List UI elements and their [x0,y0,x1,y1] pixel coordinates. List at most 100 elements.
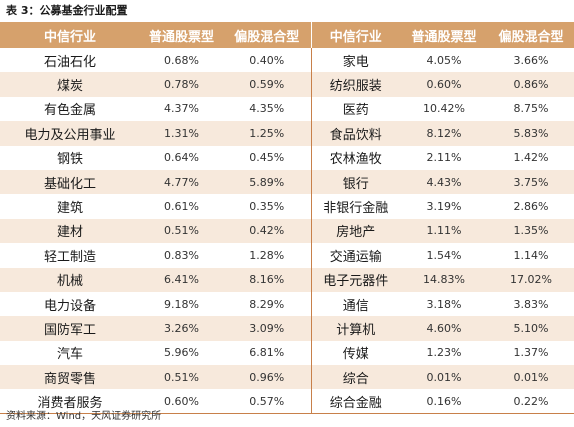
industry-right-cell: 农林渔牧 [310,145,400,170]
industry-right-cell: 银行 [310,169,400,195]
column-header-mixed-left: 偏股混合型 [234,29,300,45]
table-row: 消费者服务 0.60% 0.57% 综合金融 0.16% 0.22% [0,389,574,414]
stock-right-cell: 2.11% [426,151,462,165]
mixed-right-cell: 3.75% [513,175,549,189]
stock-right-cell: 4.43% [426,175,462,189]
mixed-left-cell: 1.25% [249,126,285,140]
mixed-right-cell: 1.35% [513,224,549,238]
table-row: 电力及公用事业 1.31% 1.25% 食品饮料 8.12% 5.83% [0,121,574,146]
table-row: 石油石化 0.68% 0.40% 家电 4.05% 3.66% [0,48,574,73]
table-row: 建筑 0.61% 0.35% 非银行金融 3.19% 2.86% [0,194,574,219]
industry-right-cell: 纺织服装 [310,72,400,97]
industry-left-cell: 消费者服务 [37,395,103,411]
stock-left-cell: 0.60% [164,394,199,408]
stock-right-cell: 1.23% [426,346,462,360]
stock-left-cell: 5.96% [164,346,199,360]
industry-left-cell: 汽车 [56,347,83,363]
mixed-right-cell: 8.75% [513,102,549,116]
source-note: 资料来源：Wind，天风证券研究所 [6,411,162,422]
industry-right-cell: 房地产 [310,218,400,244]
industry-left-cell: 建材 [56,225,83,241]
industry-right-cell: 交通运输 [310,243,400,268]
industry-left-cell: 国防军工 [43,322,96,338]
industry-right-cell: 电子元器件 [310,267,400,292]
stock-right-cell: 3.18% [426,297,462,311]
column-header-mixed-right: 偏股混合型 [498,29,564,45]
stock-right-cell: 1.11% [426,224,462,238]
industry-right-cell: 家电 [310,48,400,73]
stock-left-cell: 4.37% [164,102,199,116]
industry-right-cell: 食品饮料 [310,121,400,146]
mixed-left-cell: 4.35% [249,102,285,116]
mixed-left-cell: 0.45% [249,151,285,165]
stock-left-cell: 1.31% [164,126,199,140]
mixed-right-cell: 0.22% [513,394,549,408]
industry-allocation-table: 中信行业 普通股票型 偏股混合型 中信行业 普通股票型 偏股混合型 石油石化 0.… [0,22,574,414]
stock-left-cell: 0.78% [164,78,199,92]
stock-left-cell: 3.26% [164,321,199,335]
table-row: 煤炭 0.78% 0.59% 纺织服装 0.60% 0.86% [0,72,574,97]
stock-left-cell: 6.41% [164,273,199,287]
table-row: 建材 0.51% 0.42% 房地产 1.11% 1.35% [0,218,574,244]
mixed-right-cell: 5.10% [513,321,549,335]
stock-right-cell: 1.54% [426,248,462,262]
mixed-left-cell: 1.28% [249,248,285,262]
table-header-row: 中信行业 普通股票型 偏股混合型 中信行业 普通股票型 偏股混合型 [0,22,574,48]
industry-left-cell: 电力及公用事业 [24,127,116,143]
mixed-right-cell: 2.86% [513,200,549,214]
stock-right-cell: 0.60% [426,78,462,92]
industry-left-cell: 煤炭 [56,79,83,95]
table-row: 国防军工 3.26% 3.09% 计算机 4.60% 5.10% [0,316,574,341]
stock-right-cell: 0.16% [426,394,462,408]
mixed-left-cell: 0.96% [249,370,285,384]
table-caption: 表 3：公募基金行业配置 [6,4,128,17]
mixed-left-cell: 5.89% [249,175,285,189]
mixed-left-cell: 8.29% [249,297,285,311]
industry-right-cell: 综合 [310,365,400,390]
industry-left-cell: 基础化工 [43,176,96,192]
table-row: 商贸零售 0.51% 0.96% 综合 0.01% 0.01% [0,365,574,390]
mixed-right-cell: 5.83% [513,126,549,140]
stock-left-cell: 0.68% [164,53,199,67]
mixed-right-cell: 1.42% [513,151,549,165]
industry-right-cell: 计算机 [310,316,400,341]
table-row: 基础化工 4.77% 5.89% 银行 4.43% 3.75% [0,169,574,195]
mixed-left-cell: 6.81% [249,346,285,360]
industry-left-cell: 机械 [56,274,83,290]
industry-left-cell: 有色金属 [43,103,96,119]
table-row: 钢铁 0.64% 0.45% 农林渔牧 2.11% 1.42% [0,145,574,170]
stock-right-cell: 4.05% [426,53,462,67]
table-body: 石油石化 0.68% 0.40% 家电 4.05% 3.66% 煤炭 0.78% 0.59% 纺织… [0,48,574,414]
stock-right-cell: 14.83% [423,273,465,287]
industry-right-cell: 医药 [310,96,400,122]
table-row: 机械 6.41% 8.16% 电子元器件 14.83% 17.02% [0,267,574,292]
column-header-industry-right: 中信行业 [310,22,400,48]
industry-left-cell: 轻工制造 [43,249,96,265]
stock-right-cell: 10.42% [423,102,465,116]
mixed-right-cell: 3.83% [513,297,549,311]
industry-left-cell: 石油石化 [43,54,96,70]
table-row: 有色金属 4.37% 4.35% 医药 10.42% 8.75% [0,96,574,122]
industry-left-cell: 钢铁 [56,152,83,168]
allocation-table: 中信行业 普通股票型 偏股混合型 中信行业 普通股票型 偏股混合型 石油石化 0.… [0,22,574,414]
mixed-right-cell: 0.86% [513,78,549,92]
stock-left-cell: 0.61% [164,200,199,214]
stock-left-cell: 0.51% [164,370,199,384]
mixed-right-cell: 17.02% [510,273,552,287]
mixed-left-cell: 3.09% [249,321,285,335]
column-header-stock-left: 普通股票型 [148,29,214,45]
mixed-left-cell: 8.16% [249,273,285,287]
stock-right-cell: 4.60% [426,321,462,335]
mixed-right-cell: 3.66% [513,53,549,67]
table-row: 电力设备 9.18% 8.29% 通信 3.18% 3.83% [0,291,574,317]
industry-right-cell: 综合金融 [310,389,400,414]
industry-right-cell: 非银行金融 [310,194,400,219]
industry-left-cell: 商贸零售 [43,371,96,387]
mixed-left-cell: 0.40% [249,53,285,67]
industry-right-cell: 传媒 [310,340,400,366]
stock-right-cell: 8.12% [426,126,462,140]
mixed-right-cell: 1.37% [513,346,549,360]
mixed-left-cell: 0.57% [249,394,285,408]
stock-left-cell: 0.83% [164,248,199,262]
mixed-left-cell: 0.59% [249,78,285,92]
